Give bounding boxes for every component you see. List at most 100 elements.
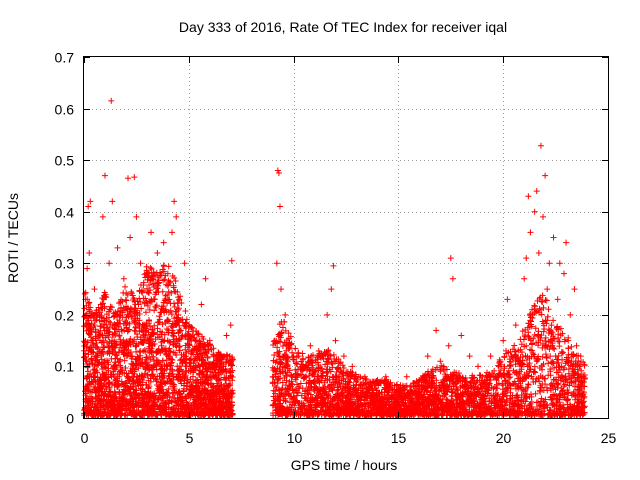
data-point [122, 380, 129, 387]
data-point [134, 309, 141, 316]
data-point [207, 380, 214, 387]
data-point [226, 353, 233, 360]
data-point [81, 290, 88, 297]
data-point [154, 334, 161, 341]
data-point [160, 338, 167, 345]
data-point [217, 411, 224, 418]
data-point [107, 319, 114, 326]
data-point [91, 322, 98, 329]
data-point [193, 338, 200, 345]
data-point [144, 285, 151, 292]
data-point [145, 329, 152, 336]
data-point [192, 384, 199, 391]
data-point [111, 325, 118, 332]
data-point [156, 313, 163, 320]
data-point [182, 319, 189, 326]
data-point [199, 333, 206, 340]
data-point [103, 321, 110, 328]
data-point [175, 401, 182, 408]
data-point [92, 329, 99, 336]
data-point [97, 379, 104, 386]
data-point [178, 351, 185, 358]
data-point [102, 364, 109, 371]
data-point [136, 355, 143, 362]
data-point [148, 266, 155, 273]
data-point [175, 390, 182, 397]
data-point [128, 288, 135, 295]
data-point [102, 390, 109, 397]
data-point [506, 362, 513, 369]
data-point [218, 361, 225, 368]
data-point [103, 294, 110, 301]
data-point [183, 385, 190, 392]
data-point [192, 345, 199, 352]
data-point [155, 348, 162, 355]
data-point [182, 308, 189, 315]
data-point [166, 338, 173, 345]
data-point [165, 281, 172, 288]
data-point [110, 401, 117, 408]
data-point [130, 398, 137, 405]
data-point [88, 348, 95, 355]
data-point [90, 342, 97, 349]
data-point [123, 290, 130, 297]
data-point [84, 383, 91, 390]
data-point [144, 302, 151, 309]
data-point [125, 401, 132, 408]
data-point [106, 379, 113, 386]
data-point [167, 348, 174, 355]
data-point [165, 385, 172, 392]
data-point [202, 359, 209, 366]
data-point [90, 367, 97, 374]
data-point [209, 384, 216, 391]
data-point [183, 379, 190, 386]
data-point [186, 335, 193, 342]
data-point [143, 263, 150, 270]
data-point [190, 404, 197, 411]
data-point [229, 377, 236, 384]
data-point [210, 351, 217, 358]
data-point [103, 357, 110, 364]
data-point [183, 349, 190, 356]
data-point [160, 403, 167, 410]
data-point [140, 287, 147, 294]
data-point [137, 352, 144, 359]
data-point [122, 364, 129, 371]
data-point [92, 335, 99, 342]
data-point [143, 320, 150, 327]
data-point [178, 335, 185, 342]
data-point [118, 378, 125, 385]
data-point [216, 376, 223, 383]
data-point [162, 399, 169, 406]
data-point [106, 350, 113, 357]
data-point [173, 343, 180, 350]
data-point [218, 410, 225, 417]
data-point [184, 376, 191, 383]
data-point [146, 405, 153, 412]
data-point [196, 343, 203, 350]
data-point [90, 406, 97, 413]
data-point [155, 282, 162, 289]
data-point [153, 360, 160, 367]
data-point [227, 369, 234, 376]
data-point [150, 407, 157, 414]
data-point [89, 411, 96, 418]
data-point [143, 364, 150, 371]
data-point [130, 360, 137, 367]
data-point [189, 332, 196, 339]
data-point [223, 351, 230, 358]
data-point [138, 397, 145, 404]
data-point [163, 361, 170, 368]
data-point [203, 405, 210, 412]
data-point [175, 318, 182, 325]
data-point [172, 320, 179, 327]
data-point [112, 391, 119, 398]
data-point [138, 305, 145, 312]
data-point [218, 381, 225, 388]
data-point [204, 353, 211, 360]
data-point [199, 357, 206, 364]
data-point [111, 313, 118, 320]
data-point [147, 264, 154, 271]
data-point [115, 359, 122, 366]
